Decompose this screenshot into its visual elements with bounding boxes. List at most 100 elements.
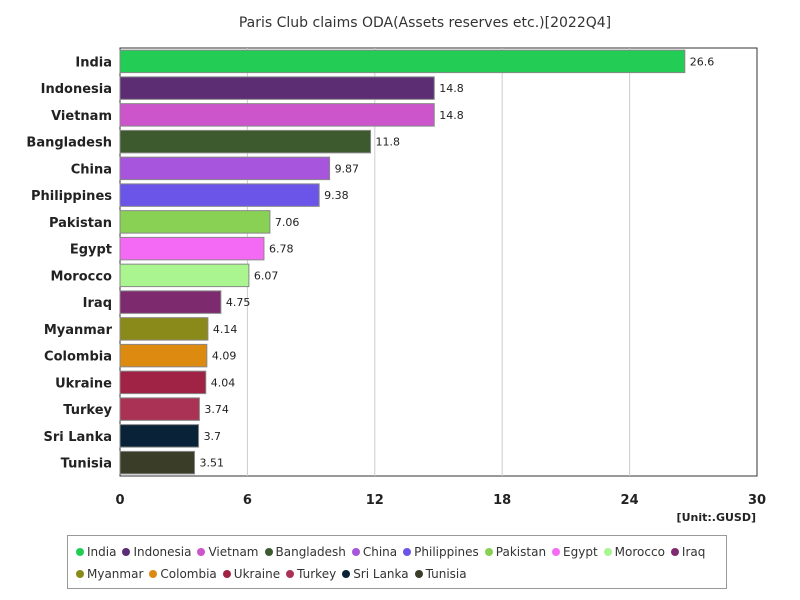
legend-item: Egypt [552, 542, 598, 563]
legend-dot-icon [222, 570, 231, 578]
value-label: 11.8 [376, 136, 401, 149]
legend-dot-icon [197, 548, 206, 556]
legend-item: Ukraine [222, 564, 281, 585]
legend-item: Indonesia [122, 542, 191, 563]
unit-label: [Unit:.GUSD] [677, 511, 756, 524]
legend-label: Indonesia [133, 545, 192, 559]
legend-dot-icon [149, 570, 158, 578]
legend-dot-icon [670, 548, 679, 556]
legend-dot-icon [264, 548, 273, 556]
value-label: 4.75 [226, 296, 251, 309]
value-label: 9.87 [335, 162, 360, 175]
category-label: Iraq [83, 296, 112, 311]
legend-label: Colombia [160, 567, 217, 581]
legend-item: Myanmar [76, 564, 143, 585]
legend-item: Philippines [403, 542, 479, 563]
x-tick-label: 6 [243, 493, 252, 508]
legend-item: Vietnam [197, 542, 259, 563]
legend-label: Sri Lanka [353, 567, 409, 581]
bar-egypt [119, 236, 265, 261]
bar-tunisia [119, 450, 196, 475]
value-label: 3.51 [200, 457, 225, 470]
legend-dot-icon [122, 548, 131, 556]
legend-dot-icon [76, 548, 84, 556]
legend-item: Iraq [670, 542, 706, 563]
category-label: China [71, 162, 112, 177]
legend-item: India [76, 542, 116, 563]
category-label: India [75, 55, 112, 70]
x-tick-label: 30 [748, 493, 766, 508]
legend-label: Pakistan [495, 545, 547, 559]
category-label: Indonesia [41, 82, 112, 97]
x-tick-label: 24 [621, 493, 639, 508]
legend-dot-icon [403, 548, 412, 556]
value-label: 4.09 [212, 350, 237, 363]
legend-label: Bangladesh [275, 545, 346, 559]
x-tick-label: 0 [115, 493, 124, 508]
category-label: Morocco [50, 269, 112, 284]
legend-label: Iraq [681, 545, 706, 559]
legend-label: Morocco [614, 545, 665, 559]
legend-dot-icon [351, 548, 360, 556]
legend-item: Turkey [286, 564, 336, 585]
bar-vietnam [119, 103, 435, 127]
chart-title: Paris Club claims ODA(Assets reserves et… [239, 15, 611, 31]
category-label: Turkey [63, 403, 112, 418]
legend-label: Philippines [414, 545, 479, 559]
bar-philippines [119, 183, 320, 207]
legend-item: Bangladesh [264, 542, 346, 563]
value-label: 14.8 [439, 82, 464, 95]
legend-label: Egypt [563, 545, 598, 559]
category-label: Pakistan [49, 216, 112, 231]
bar-morocco [119, 263, 250, 288]
legend-label: Vietnam [208, 545, 259, 559]
legend-item: China [351, 542, 398, 563]
legend-dot-icon [76, 570, 84, 578]
value-label: 3.7 [204, 430, 222, 443]
bar-myanmar [119, 317, 209, 341]
value-label: 4.14 [213, 323, 238, 336]
legend-label: Turkey [297, 567, 337, 581]
legend-label: Ukraine [233, 567, 281, 581]
bar-ukraine [119, 370, 207, 395]
legend-label: Myanmar [87, 567, 144, 581]
bar-sri-lanka [119, 424, 200, 448]
value-label: 14.8 [439, 109, 464, 122]
legend-dot-icon [552, 548, 561, 556]
category-label: Sri Lanka [44, 430, 113, 445]
legend-item: Pakistan [484, 542, 547, 563]
bar-iraq [119, 290, 222, 314]
value-label: 6.78 [269, 243, 294, 256]
legend: India Indonesia Vietnam Bangladesh China Phil… [67, 535, 727, 589]
bar-china [119, 156, 331, 181]
legend-dot-icon [603, 548, 612, 556]
x-tick-label: 18 [493, 493, 511, 508]
legend-label: China [362, 545, 398, 559]
value-label: 26.6 [690, 55, 715, 68]
legend-dot-icon [342, 570, 351, 578]
value-label: 3.74 [204, 403, 229, 416]
bar-pakistan [119, 210, 271, 234]
value-label: 4.04 [211, 376, 236, 389]
bar-colombia [119, 343, 208, 368]
legend-item: Colombia [149, 564, 217, 585]
value-label: 9.38 [324, 189, 349, 202]
category-label: Vietnam [51, 109, 112, 124]
legend-item: Morocco [603, 542, 665, 563]
category-label: Egypt [70, 243, 112, 258]
legend-item: Sri Lanka [342, 564, 409, 585]
category-label: Colombia [44, 350, 112, 365]
legend-item: Tunisia [414, 564, 467, 585]
bar-indonesia [119, 76, 435, 100]
value-label: 6.07 [254, 269, 279, 282]
legend-dot-icon [484, 548, 493, 556]
category-label: Philippines [31, 189, 112, 204]
value-label: 7.06 [275, 216, 300, 229]
legend-dot-icon [414, 570, 423, 578]
legend-dot-icon [286, 570, 295, 578]
x-tick-label: 12 [366, 493, 384, 508]
bar-india [119, 49, 686, 74]
category-label: Tunisia [61, 457, 112, 472]
category-label: Bangladesh [26, 136, 112, 151]
